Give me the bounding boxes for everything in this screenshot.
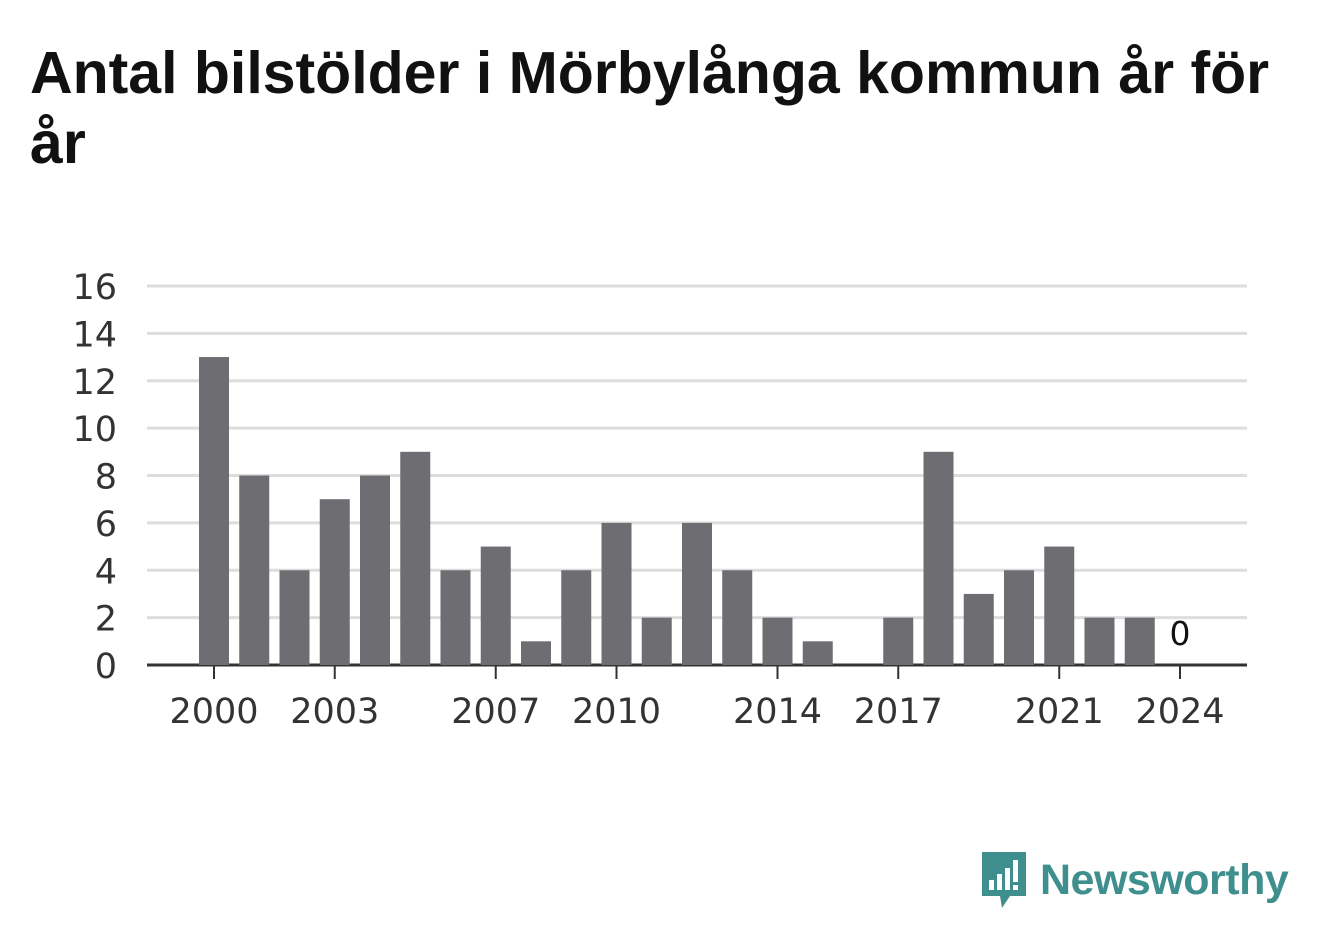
bar-2015 <box>802 641 833 665</box>
bar-2011 <box>641 617 672 665</box>
x-tick-label: 2014 <box>733 692 822 732</box>
newsworthy-logo-icon <box>982 852 1026 908</box>
y-axis-ticks: 0 2 4 6 8 10 12 14 16 <box>72 268 117 687</box>
annotations: 0 <box>1170 614 1191 653</box>
x-tick-label: 2024 <box>1135 692 1224 732</box>
bar-2022 <box>1084 617 1115 665</box>
y-tick-label: 10 <box>72 410 117 450</box>
chart-title: Antal bilstölder i Mörbylånga kommun år … <box>30 40 1270 176</box>
bar-2019 <box>963 593 994 665</box>
bar-2005 <box>400 451 431 665</box>
bar-2001 <box>239 475 270 665</box>
bars <box>199 357 1155 665</box>
bar-2004 <box>360 475 390 665</box>
x-tick-label: 2021 <box>1015 692 1104 732</box>
x-tick-label: 2000 <box>169 692 258 732</box>
bar-2000 <box>199 357 229 665</box>
brand-logo: Newsworthy <box>980 850 1289 910</box>
bar-2003 <box>319 499 350 665</box>
bar-2018 <box>923 451 954 665</box>
bar-2002 <box>279 570 310 665</box>
brand-name: Newsworthy <box>1040 855 1289 904</box>
bar-2021 <box>1044 546 1075 665</box>
y-tick-label: 2 <box>95 600 117 640</box>
bar-2009 <box>561 570 592 665</box>
y-tick-label: 12 <box>72 363 117 403</box>
bar-2006 <box>440 570 471 665</box>
x-tick-label: 2003 <box>290 692 379 732</box>
data-label: 0 <box>1170 614 1191 653</box>
y-tick-label: 4 <box>95 552 117 592</box>
bar-2023 <box>1124 617 1155 665</box>
bar-2008 <box>521 641 551 665</box>
x-axis-ticks: 2000 2003 2007 2010 2014 2017 2021 2024 <box>169 665 1225 732</box>
x-tick-label: 2017 <box>854 692 943 732</box>
x-tick-label: 2007 <box>451 692 540 732</box>
y-tick-label: 8 <box>95 458 117 498</box>
bar-2013 <box>722 570 753 665</box>
y-tick-label: 6 <box>95 505 117 545</box>
y-tick-label: 16 <box>72 268 117 308</box>
bar-2007 <box>480 546 511 665</box>
bar-2014 <box>762 617 793 665</box>
bar-2012 <box>682 522 712 665</box>
y-tick-label: 14 <box>72 315 117 355</box>
bar-2010 <box>601 522 632 665</box>
bar-2017 <box>883 617 914 665</box>
x-tick-label: 2010 <box>572 692 661 732</box>
bar-2020 <box>1004 570 1034 665</box>
y-tick-label: 0 <box>95 647 117 687</box>
